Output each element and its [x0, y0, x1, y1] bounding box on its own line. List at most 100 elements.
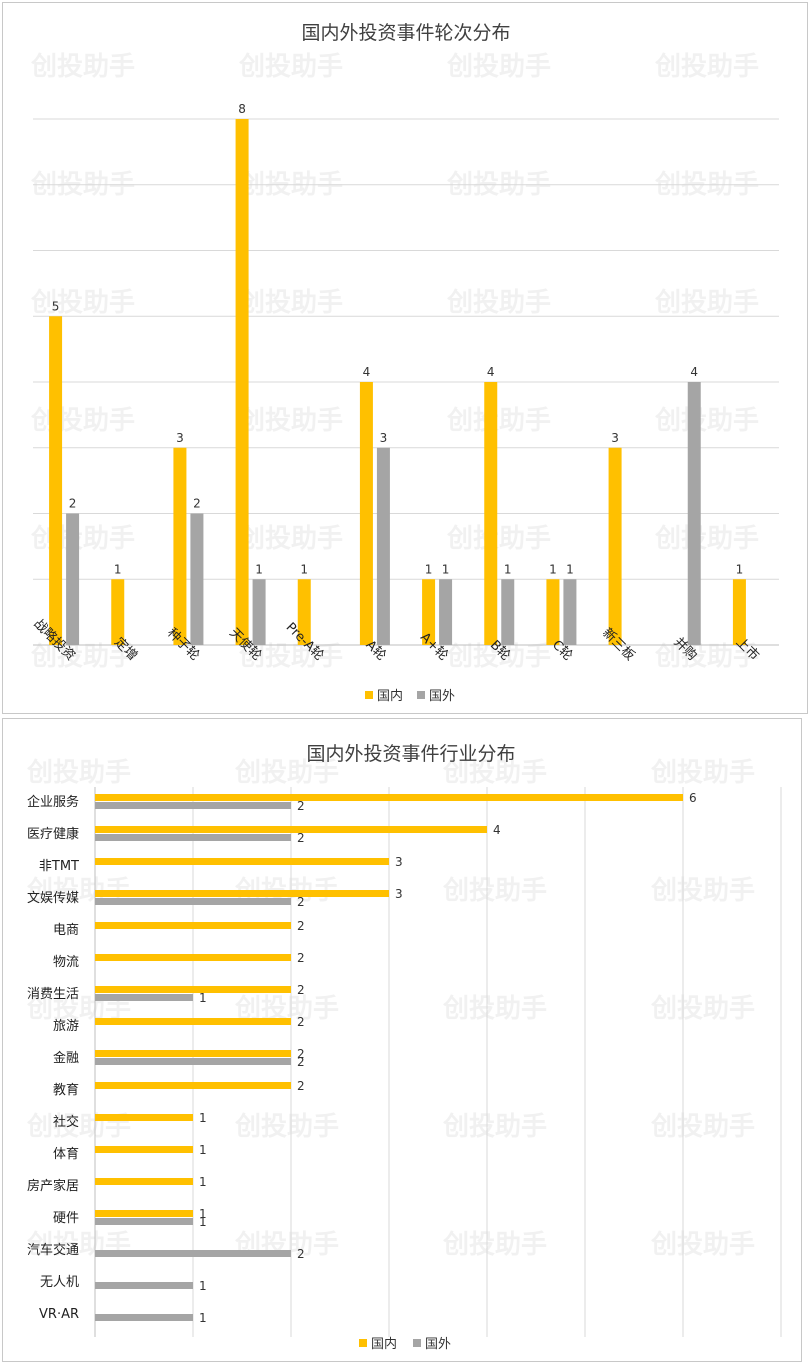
legend-label-foreign: 国外 — [425, 1337, 451, 1352]
data-label: 2 — [297, 951, 305, 965]
bar-foreign — [95, 1314, 193, 1321]
watermark-text: 创投助手 — [654, 524, 759, 554]
category-label: 医疗健康 — [27, 826, 79, 842]
watermark-text: 创投助手 — [30, 642, 135, 672]
watermark-text: 创投助手 — [654, 52, 759, 82]
data-label: 4 — [493, 823, 501, 837]
data-label: 1 — [566, 562, 574, 576]
legend-label-domestic: 国内 — [377, 688, 403, 704]
category-label: 企业服务 — [27, 794, 79, 810]
round-distribution-chart: 创投助手 创投助手 创投助手 创投助手 创投助手 创投助手 创投助手 创投助手 创投助手 创投助手… — [2, 2, 808, 714]
category-label: 消费生活 — [27, 987, 79, 1002]
legend-label-foreign: 国外 — [429, 689, 455, 704]
category-label: 无人机 — [40, 1275, 79, 1290]
bar-domestic — [95, 986, 291, 993]
bar-domestic — [608, 447, 622, 645]
legend-swatch-foreign — [413, 1339, 421, 1347]
watermark-text: 创投助手 — [650, 1230, 755, 1260]
data-label: 1 — [199, 1111, 207, 1125]
bar-domestic — [95, 1082, 291, 1089]
category-label: 体育 — [53, 1146, 79, 1162]
data-label: 1 — [442, 562, 450, 576]
bar-domestic — [359, 382, 373, 645]
bar-domestic — [95, 1018, 291, 1025]
data-label: 2 — [297, 983, 305, 997]
watermark-text: 创投助手 — [442, 758, 547, 788]
chart-title: 国内外投资事件轮次分布 — [301, 22, 510, 44]
data-label: 3 — [395, 855, 403, 869]
bar-domestic — [297, 579, 311, 645]
watermark-text: 创投助手 — [650, 758, 755, 788]
bar-domestic — [95, 794, 683, 801]
bars — [95, 794, 683, 1321]
watermark-text: 创投助手 — [654, 406, 759, 436]
legend-label-domestic: 国内 — [371, 1336, 397, 1352]
chart-title: 国内外投资事件行业分布 — [306, 743, 515, 765]
watermark-text: 创投助手 — [446, 642, 551, 672]
bar-foreign — [501, 579, 515, 645]
bar-domestic — [95, 890, 389, 897]
watermark-text: 创投助手 — [26, 758, 131, 788]
data-label: 2 — [297, 799, 305, 813]
watermark-text: 创投助手 — [238, 642, 343, 672]
watermark-text: 创投助手 — [446, 288, 551, 318]
bar-domestic — [173, 447, 187, 645]
watermark-text: 创投助手 — [30, 406, 135, 436]
category-label: 电商 — [53, 923, 79, 938]
watermark-text: 创投助手 — [238, 524, 343, 554]
data-label: 2 — [69, 497, 77, 511]
data-label: 5 — [52, 299, 60, 313]
bar-domestic — [235, 119, 249, 645]
bar-foreign — [252, 579, 266, 645]
grid-lines — [94, 787, 782, 1337]
bar-domestic — [95, 954, 291, 961]
bar-foreign — [563, 579, 577, 645]
bar-domestic — [95, 1146, 193, 1153]
watermark-text: 创投助手 — [650, 1112, 755, 1142]
bar-domestic — [484, 382, 498, 645]
data-label: 1 — [199, 1215, 207, 1229]
data-label: 3 — [176, 431, 184, 445]
bar-domestic — [111, 579, 125, 645]
bar-foreign — [95, 1218, 193, 1225]
watermark-text: 创投助手 — [238, 52, 343, 82]
legend-swatch-domestic — [365, 691, 373, 699]
bar-foreign — [95, 898, 291, 905]
category-label: 房产家居 — [27, 1178, 79, 1194]
bar-domestic — [546, 579, 560, 645]
watermark-text: 创投助手 — [650, 876, 755, 906]
watermark-text: 创投助手 — [446, 52, 551, 82]
category-label: 文娱传媒 — [27, 891, 79, 906]
bar-foreign — [95, 1282, 193, 1289]
bar-domestic — [95, 922, 291, 929]
watermark-text: 创投助手 — [30, 524, 135, 554]
data-label: 1 — [199, 1279, 207, 1293]
bar-foreign — [190, 513, 204, 645]
bar-foreign — [687, 382, 701, 645]
data-label: 1 — [199, 1175, 207, 1189]
bar-domestic — [49, 316, 63, 645]
data-label: 2 — [297, 831, 305, 845]
data-label: 3 — [611, 431, 619, 445]
bar-foreign — [439, 579, 453, 645]
data-label: 1 — [549, 562, 557, 576]
watermark-text: 创投助手 — [654, 288, 759, 318]
data-label: 1 — [199, 1207, 207, 1221]
bar-domestic — [422, 579, 436, 645]
legend-swatch-domestic — [359, 1339, 367, 1347]
watermark-text: 创投助手 — [442, 876, 547, 906]
category-label: 硬件 — [53, 1211, 79, 1226]
bar-domestic — [95, 1050, 291, 1057]
data-label: 2 — [297, 1055, 305, 1069]
data-label: 4 — [487, 365, 495, 379]
data-label: 4 — [363, 365, 371, 379]
data-label: 1 — [425, 562, 433, 576]
watermark-text: 创投助手 — [234, 1112, 339, 1142]
category-label: 物流 — [53, 955, 79, 970]
data-label: 2 — [297, 1079, 305, 1093]
